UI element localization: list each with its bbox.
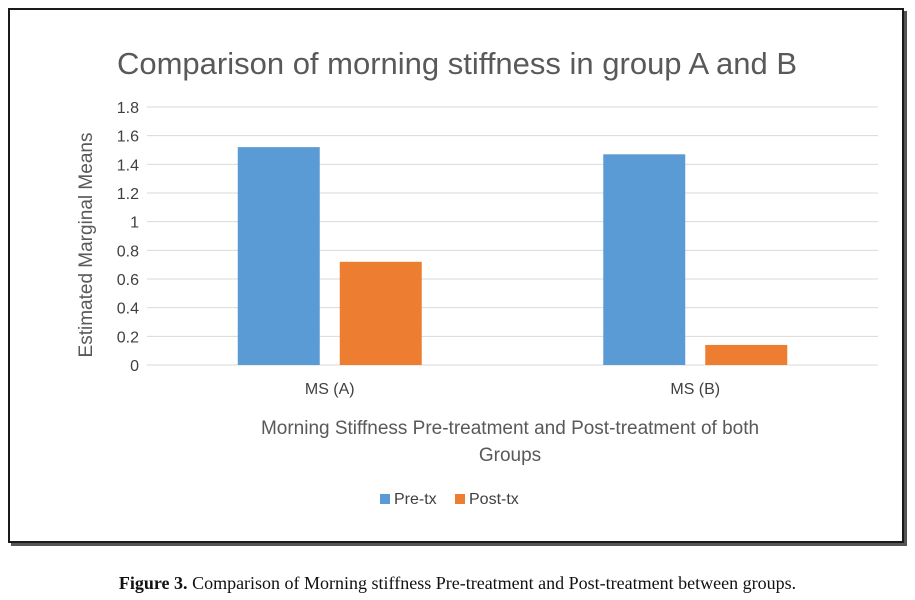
figure-caption-label: Figure 3. — [118, 573, 188, 593]
y-axis-title: Estimated Marginal Means — [76, 133, 97, 358]
bar-chart: Comparison of morning stiffness in group… — [76, 46, 878, 508]
bar-pre-tx-2 — [603, 154, 686, 365]
legend-swatch — [455, 494, 465, 504]
y-tick-label: 1.6 — [117, 129, 139, 146]
chart-title: Comparison of morning stiffness in group… — [117, 46, 797, 81]
y-tick-label: 0.4 — [117, 301, 139, 318]
bar-pre-tx-1 — [237, 147, 320, 365]
chart-frame: Comparison of morning stiffness in group… — [8, 8, 904, 543]
y-tick-label: 0 — [130, 358, 139, 375]
x-axis-ticks: MS (A) MS (B) — [305, 381, 720, 398]
y-axis-ticks: 0 0.2 0.4 0.6 0.8 1 1.2 1.4 1.6 1.8 — [117, 100, 139, 375]
legend-swatch — [380, 494, 390, 504]
y-tick-label: 0.8 — [117, 243, 139, 260]
bar-post-tx-2 — [705, 344, 788, 365]
y-tick-label: 1.8 — [117, 100, 139, 117]
y-tick-label: 1.4 — [117, 157, 139, 174]
figure-caption-text: Comparison of Morning stiffness Pre-trea… — [187, 573, 797, 593]
y-tick-label: 0.6 — [117, 272, 139, 289]
legend-label: Post-tx — [469, 491, 519, 508]
bars — [237, 147, 788, 365]
y-tick-label: 0.2 — [117, 329, 139, 346]
bar-post-tx-1 — [339, 261, 422, 365]
x-axis-title-line-2: Groups — [479, 445, 541, 466]
legend-label: Pre-tx — [394, 491, 437, 508]
x-tick-label: MS (A) — [305, 381, 355, 398]
x-axis-title: Morning Stiffness Pre-treatment and Post… — [261, 418, 759, 466]
y-tick-label: 1.2 — [117, 186, 139, 203]
figure-caption: Figure 3. Comparison of Morning stiffnes… — [0, 573, 915, 594]
y-tick-label: 1 — [130, 215, 139, 232]
x-tick-label: MS (B) — [670, 381, 720, 398]
x-axis-title-line-1: Morning Stiffness Pre-treatment and Post… — [261, 418, 759, 439]
legend: Pre-tx Post-tx — [380, 491, 519, 508]
